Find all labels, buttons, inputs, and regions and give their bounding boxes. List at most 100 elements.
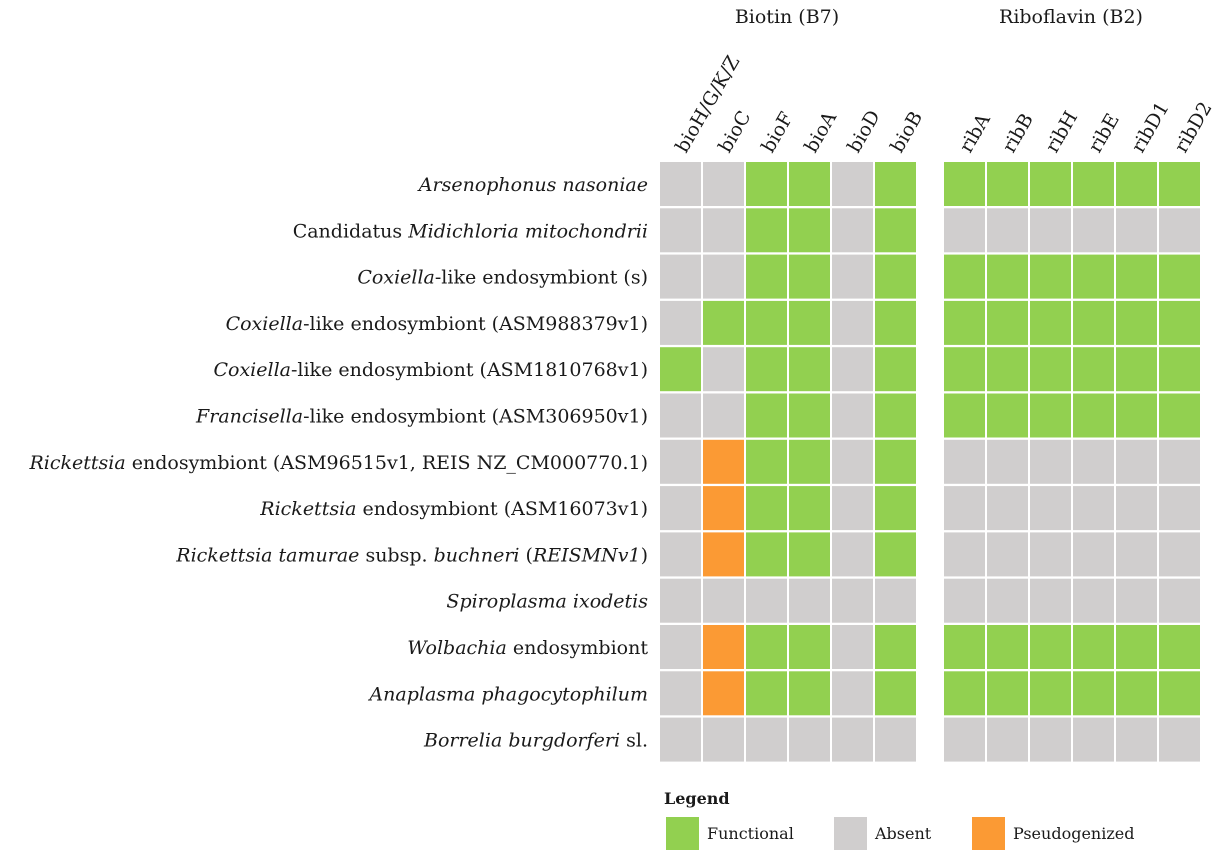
row-label: Francisella-like endosymbiont (ASM306950…: [195, 406, 648, 428]
column-label-bioc: bioC: [714, 107, 755, 156]
row-label: Candidatus Midichloria mitochondrii: [293, 220, 648, 242]
legend-label-absent: Absent: [874, 824, 932, 843]
cell-functional: [1116, 671, 1157, 716]
row-label: Anaplasma phagocytophilum: [367, 683, 648, 705]
cell-absent: [703, 208, 744, 253]
cell-functional: [987, 347, 1028, 392]
row-label: Borrelia burgdorferi sl.: [423, 730, 648, 752]
cell-functional: [1073, 162, 1114, 206]
legend-title: Legend: [664, 789, 730, 808]
cell-functional: [746, 300, 787, 345]
cell-absent: [832, 671, 873, 716]
cell-absent: [1159, 486, 1200, 531]
column-label-ribe: ribE: [1084, 110, 1124, 157]
cell-functional: [875, 254, 916, 299]
cell-functional: [746, 254, 787, 299]
cell-pseudogenized: [703, 486, 744, 531]
cell-functional: [944, 347, 985, 392]
cell-functional: [944, 625, 985, 669]
cell-functional: [789, 671, 830, 716]
cell-functional: [944, 254, 985, 299]
group-titles: Biotin (B7) Riboflavin (B2): [735, 6, 1143, 28]
cell-functional: [1073, 625, 1114, 669]
cell-absent: [1116, 439, 1157, 484]
cell-functional: [1030, 300, 1071, 345]
cell-absent: [832, 393, 873, 438]
cell-absent: [660, 300, 701, 345]
cell-functional: [789, 208, 830, 253]
cell-functional: [1159, 347, 1200, 392]
cell-functional: [1116, 300, 1157, 345]
cell-absent: [1073, 578, 1114, 623]
cell-functional: [944, 393, 985, 438]
cell-absent: [789, 578, 830, 623]
cell-functional: [703, 300, 744, 345]
cell-absent: [1159, 532, 1200, 577]
column-label-biof: bioF: [757, 108, 797, 156]
cell-functional: [875, 439, 916, 484]
cell-functional: [987, 162, 1028, 206]
cell-absent: [703, 393, 744, 438]
cell-functional: [1073, 671, 1114, 716]
legend-label-functional: Functional: [707, 824, 794, 843]
cell-functional: [746, 162, 787, 206]
cell-absent: [987, 717, 1028, 762]
cell-absent: [832, 625, 873, 669]
cell-pseudogenized: [703, 625, 744, 669]
cell-absent: [660, 254, 701, 299]
row-label: Coxiella-like endosymbiont (ASM988379v1): [226, 313, 648, 335]
cell-functional: [987, 300, 1028, 345]
cell-absent: [987, 578, 1028, 623]
cell-pseudogenized: [703, 532, 744, 577]
cell-absent: [875, 578, 916, 623]
column-label-ribb: ribB: [998, 110, 1038, 157]
cell-absent: [987, 486, 1028, 531]
cell-absent: [660, 162, 701, 206]
row-label: Rickettsia endosymbiont (ASM96515v1, REI…: [28, 452, 648, 474]
group-title-0: Biotin (B7): [735, 6, 839, 28]
cell-functional: [944, 300, 985, 345]
cell-absent: [832, 208, 873, 253]
cell-functional: [1116, 162, 1157, 206]
cell-functional: [789, 162, 830, 206]
cell-functional: [789, 532, 830, 577]
row-label: Spiroplasma ixodetis: [446, 591, 648, 613]
cell-absent: [660, 578, 701, 623]
cell-absent: [703, 347, 744, 392]
cell-absent: [832, 347, 873, 392]
group-title-1: Riboflavin (B2): [999, 6, 1143, 28]
cell-functional: [1030, 671, 1071, 716]
row-label-part: -like endosymbiont (ASM988379v1): [303, 313, 648, 335]
cell-functional: [746, 486, 787, 531]
cell-functional: [1116, 625, 1157, 669]
legend-swatch-functional: [666, 817, 699, 850]
cell-functional: [789, 486, 830, 531]
row-label-part: Candidatus: [293, 220, 409, 242]
cell-absent: [987, 208, 1028, 253]
cell-functional: [875, 162, 916, 206]
cell-absent: [944, 717, 985, 762]
cell-absent: [1030, 208, 1071, 253]
cell-absent: [987, 532, 1028, 577]
cell-functional: [1030, 254, 1071, 299]
row-label: Rickettsia tamurae subsp. buchneri (REIS…: [175, 544, 648, 566]
cell-absent: [832, 486, 873, 531]
row-label-part: Coxiella: [213, 359, 291, 381]
row-label: Coxiella-like endosymbiont (ASM1810768v1…: [213, 359, 648, 381]
cell-functional: [746, 347, 787, 392]
cell-functional: [789, 625, 830, 669]
cell-absent: [832, 300, 873, 345]
cell-functional: [1159, 254, 1200, 299]
row-labels: Arsenophonus nasoniae Candidatus Midichlo…: [28, 174, 648, 752]
row-label-part: -like endosymbiont (s): [435, 267, 648, 289]
cell-absent: [1030, 486, 1071, 531]
column-label-ribd1: ribD1: [1127, 98, 1173, 156]
cell-absent: [1030, 578, 1071, 623]
cell-functional: [1116, 254, 1157, 299]
cell-functional: [1030, 162, 1071, 206]
cell-functional: [746, 208, 787, 253]
cell-functional: [987, 254, 1028, 299]
row-label-part: Coxiella: [357, 267, 435, 289]
